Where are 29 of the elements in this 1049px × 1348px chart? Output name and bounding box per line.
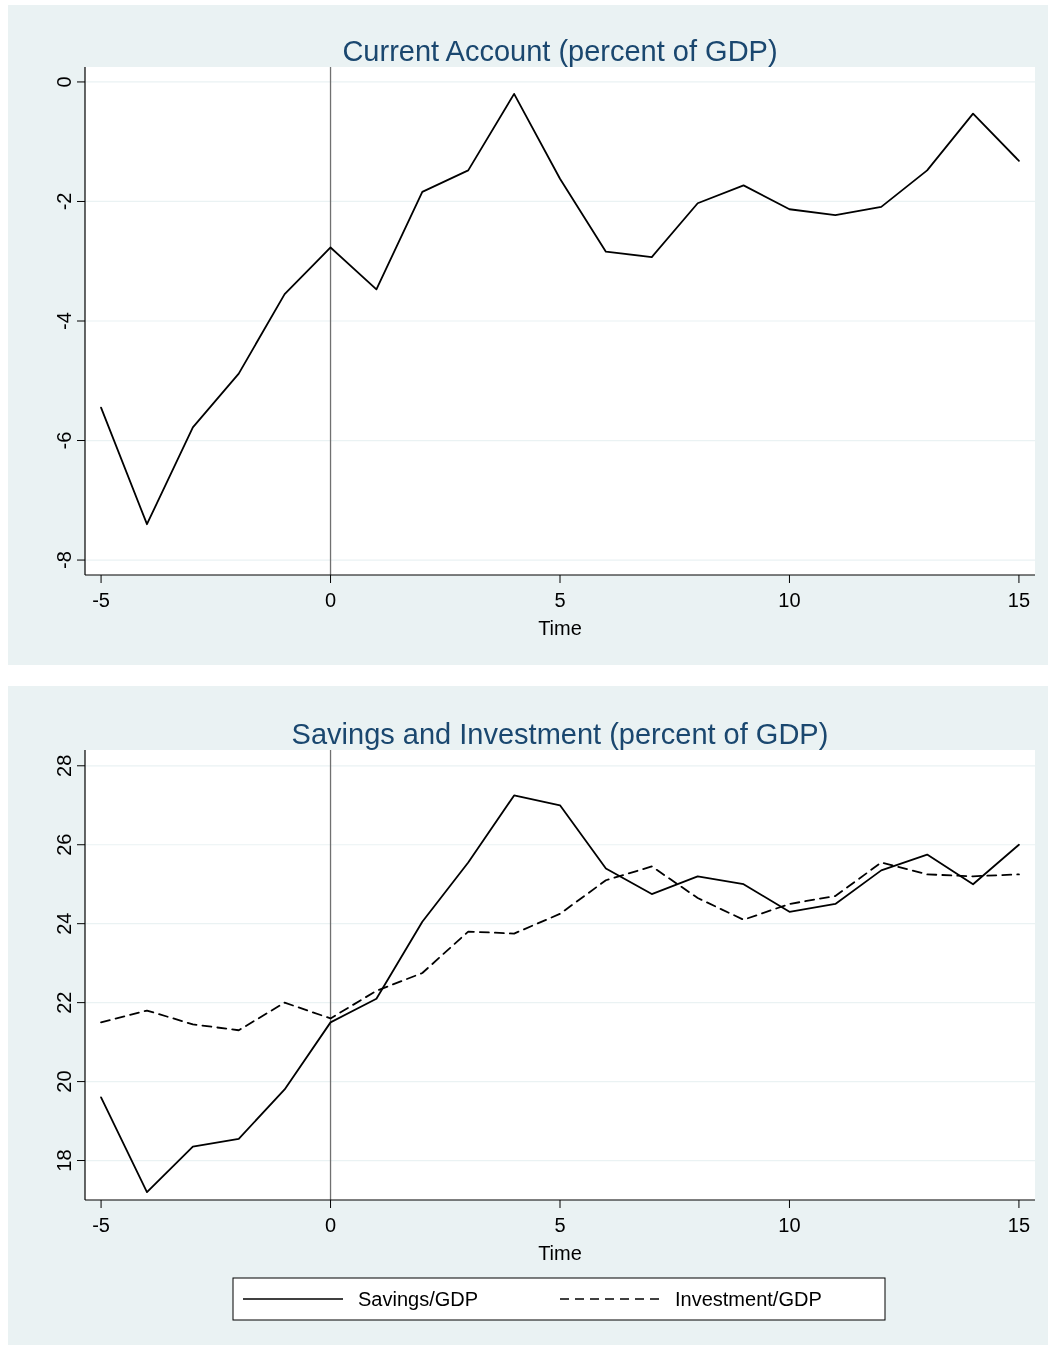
legend-label: Savings/GDP bbox=[358, 1288, 479, 1310]
y-tick-label: -2 bbox=[53, 192, 75, 211]
x-tick-label: 10 bbox=[778, 589, 801, 611]
y-tick-label: -6 bbox=[53, 431, 75, 450]
y-tick-label: 22 bbox=[53, 991, 75, 1014]
y-tick-label: 18 bbox=[53, 1149, 75, 1172]
x-tick-label: 10 bbox=[778, 1214, 801, 1236]
y-tick-label: 26 bbox=[53, 833, 75, 856]
y-tick-label: 28 bbox=[53, 754, 75, 777]
line-series bbox=[100, 794, 1020, 1194]
x-axis-title: Time bbox=[538, 617, 582, 639]
y-tick-label: 20 bbox=[53, 1070, 75, 1093]
x-tick-label: 0 bbox=[324, 1214, 337, 1236]
chart-title: Current Account (percent of GDP) bbox=[342, 35, 778, 67]
x-tick-label: 15 bbox=[1007, 589, 1031, 611]
x-tick-label: 5 bbox=[554, 589, 566, 611]
x-axis-title: Time bbox=[538, 1242, 582, 1264]
y-tick-label: 24 bbox=[53, 912, 75, 935]
line-series bbox=[100, 92, 1020, 526]
y-tick-label: 0 bbox=[53, 76, 75, 88]
x-tick-label: 5 bbox=[554, 1214, 566, 1236]
chart-title: Savings and Investment (percent of GDP) bbox=[291, 718, 829, 750]
y-tick-label: -4 bbox=[53, 312, 75, 330]
x-tick-label: -5 bbox=[92, 1214, 110, 1236]
x-tick-label: 15 bbox=[1007, 1214, 1031, 1236]
x-tick-label: 0 bbox=[324, 589, 337, 611]
legend-label: Investment/GDP bbox=[675, 1288, 822, 1310]
y-tick-label: -8 bbox=[53, 551, 75, 569]
x-tick-label: -5 bbox=[92, 589, 110, 611]
